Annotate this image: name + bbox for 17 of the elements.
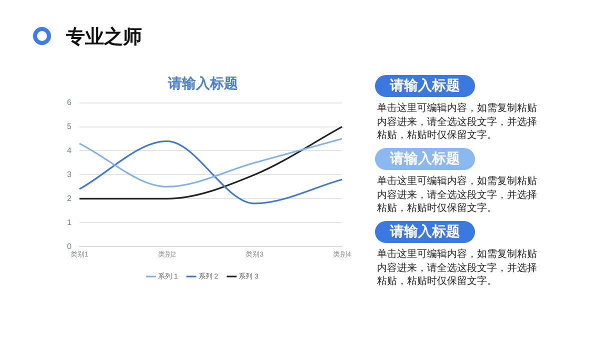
text: 请输入标题 [375, 148, 475, 170]
text: 请输入标题 [375, 75, 475, 97]
line-series [78, 140, 343, 204]
chart-title: 请输入标题 [167, 76, 238, 92]
y-tick-label: 6 [66, 98, 72, 108]
text: 请输入标题 [375, 221, 475, 243]
y-tick-label: 1 [66, 218, 72, 227]
y-tick-label: 4 [66, 146, 72, 155]
text: 单击这里可编辑内容，如需复制粘贴内容进来，请全选这段文字，并选择粘贴，粘贴时仅保留文字。 [377, 248, 538, 288]
line-series [78, 138, 343, 188]
text: 专业之师 [66, 25, 142, 50]
text: 单击这里可编辑内容，如需复制粘贴内容进来，请全选这段文字，并选择粘贴，粘贴时仅保留文字。 [377, 175, 538, 216]
y-tick-label: 2 [66, 194, 72, 203]
y-tick-label: 5 [66, 122, 72, 131]
text: 单击这里可编辑内容，如需复制粘贴内容进来，请全选这段文字，并选择粘贴，粘贴时仅保留文字。 [377, 102, 538, 142]
y-tick-label: 3 [66, 170, 72, 179]
y-tick-label: 0 [66, 242, 72, 251]
